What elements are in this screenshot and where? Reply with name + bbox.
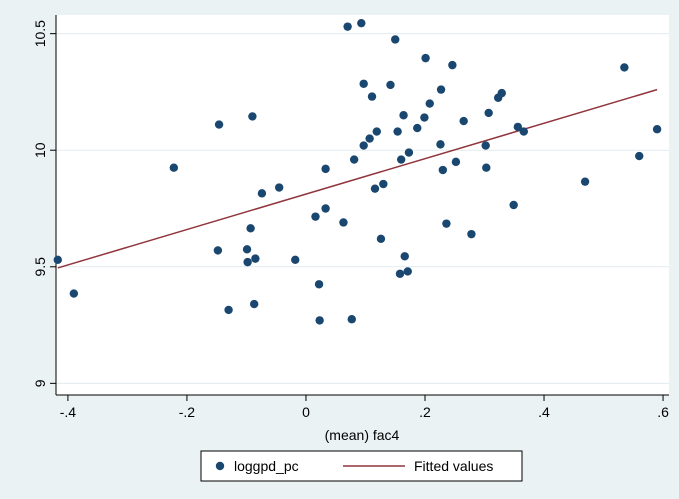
x-tick-label: -.2 bbox=[179, 404, 196, 420]
y-tick-label: 9.5 bbox=[32, 257, 48, 277]
data-point bbox=[391, 35, 400, 44]
data-point bbox=[393, 127, 402, 136]
y-axis: 9 9.5 10 10.5 bbox=[32, 15, 57, 395]
legend-marker-loggpd-pc bbox=[215, 461, 225, 471]
data-point bbox=[357, 18, 366, 28]
data-point bbox=[372, 127, 381, 136]
data-point bbox=[509, 200, 518, 210]
data-point bbox=[436, 85, 446, 94]
data-point bbox=[246, 224, 255, 233]
data-point bbox=[420, 113, 429, 122]
data-point bbox=[635, 151, 644, 161]
data-point bbox=[321, 164, 330, 174]
data-point bbox=[482, 163, 491, 172]
data-point bbox=[343, 22, 352, 31]
data-point bbox=[399, 111, 408, 120]
data-point bbox=[243, 257, 252, 267]
legend-label-loggpd-pc: loggpd_pc bbox=[234, 458, 299, 474]
legend-label-fitted-values: Fitted values bbox=[414, 458, 493, 474]
data-point bbox=[442, 219, 451, 228]
data-point bbox=[481, 141, 490, 150]
data-point bbox=[379, 179, 388, 189]
data-point bbox=[513, 122, 523, 132]
data-point bbox=[213, 246, 223, 255]
x-axis: -.4 -.2 0 .2 .4 .6 bbox=[56, 394, 669, 420]
data-point bbox=[314, 280, 324, 289]
x-axis-title: (mean) fac4 bbox=[325, 427, 400, 443]
data-point bbox=[349, 155, 359, 164]
data-point bbox=[459, 116, 468, 126]
data-point bbox=[359, 141, 368, 150]
data-point bbox=[53, 255, 62, 264]
data-point bbox=[311, 212, 320, 221]
data-point bbox=[359, 79, 368, 88]
data-point bbox=[347, 315, 356, 324]
data-point bbox=[321, 204, 330, 213]
data-point bbox=[367, 92, 377, 101]
data-point bbox=[242, 245, 252, 254]
data-point bbox=[451, 157, 461, 167]
data-point bbox=[249, 299, 259, 309]
data-point bbox=[315, 316, 324, 325]
data-point bbox=[620, 63, 629, 72]
data-point bbox=[396, 155, 406, 164]
data-point bbox=[403, 267, 412, 276]
x-tick-label: .2 bbox=[419, 404, 431, 420]
fitted-line bbox=[57, 88, 658, 269]
data-point bbox=[365, 134, 374, 143]
data-point bbox=[69, 289, 79, 298]
data-point bbox=[248, 112, 257, 121]
x-tick-label: -.4 bbox=[60, 404, 77, 420]
data-point bbox=[467, 229, 476, 239]
fitted-line-series bbox=[57, 88, 658, 269]
data-point bbox=[404, 148, 414, 157]
data-point bbox=[274, 183, 284, 192]
data-point bbox=[448, 60, 457, 70]
data-point bbox=[425, 99, 434, 108]
data-point bbox=[438, 165, 448, 175]
data-point bbox=[214, 120, 224, 129]
data-point bbox=[436, 140, 445, 149]
x-tick-label: .6 bbox=[657, 404, 669, 420]
data-point bbox=[421, 53, 430, 63]
y-tick-label: 10.5 bbox=[32, 20, 48, 47]
y-tick-label: 10 bbox=[32, 142, 48, 158]
scatter-series bbox=[53, 18, 662, 325]
data-point bbox=[251, 254, 260, 263]
x-tick-label: 0 bbox=[302, 404, 310, 420]
data-point bbox=[519, 127, 528, 136]
data-point bbox=[169, 163, 179, 172]
data-point bbox=[224, 305, 233, 315]
data-point bbox=[339, 218, 348, 227]
gridlines bbox=[56, 33, 669, 384]
data-point bbox=[413, 123, 422, 133]
x-tick-label: .4 bbox=[538, 404, 550, 420]
y-tick-label: 9 bbox=[32, 379, 48, 387]
data-point bbox=[652, 125, 662, 134]
data-point bbox=[395, 269, 405, 278]
data-point bbox=[291, 255, 300, 264]
data-point bbox=[376, 234, 386, 244]
data-point bbox=[257, 189, 267, 198]
data-point bbox=[400, 252, 409, 261]
legend: loggpd_pc Fitted values bbox=[200, 450, 523, 482]
plot-area bbox=[56, 15, 669, 395]
legend-box bbox=[200, 450, 523, 482]
data-point bbox=[497, 88, 506, 98]
data-point bbox=[484, 108, 493, 118]
data-point bbox=[386, 80, 395, 90]
data-point bbox=[580, 177, 590, 186]
data-point bbox=[370, 184, 380, 193]
